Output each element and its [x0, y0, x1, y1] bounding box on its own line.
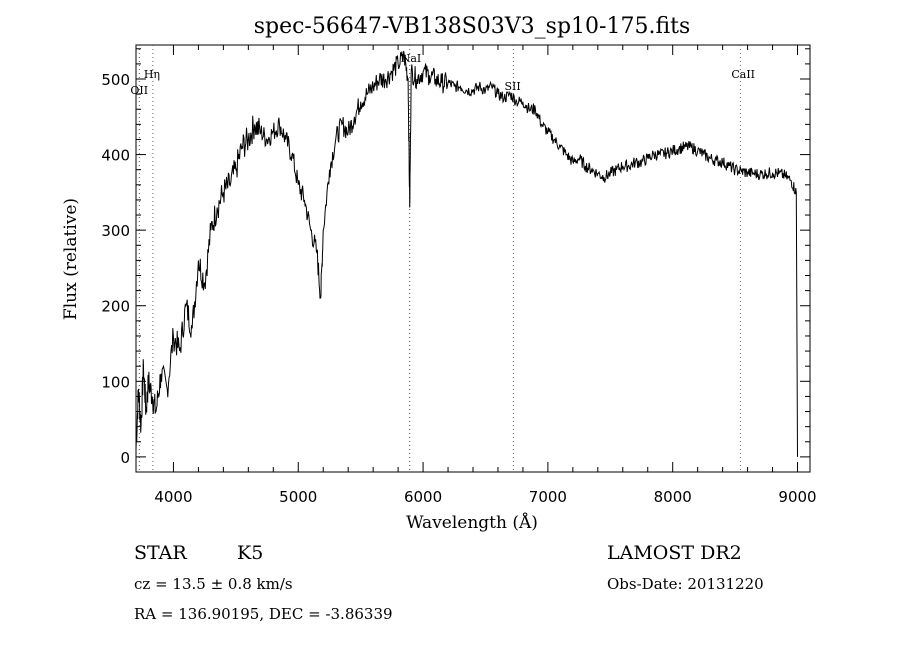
x-tick-label: 5000 [279, 488, 317, 506]
x-tick-label: 4000 [154, 488, 192, 506]
x-tick-label: 8000 [654, 488, 692, 506]
plot-frame [135, 44, 811, 473]
line-label-oii: OII [130, 84, 148, 97]
y-tick-label: 200 [101, 298, 130, 316]
spectrum-series-line [135, 50, 798, 457]
x-tick-label: 7000 [529, 488, 567, 506]
info-panel: STAR K5 LAMOST DR2 cz = 13.5 ± 0.8 km/s … [134, 542, 764, 623]
x-axis: 4000 5000 6000 7000 8000 9000 [154, 45, 817, 506]
observation-date: Obs-Date: 20131220 [607, 575, 764, 593]
y-tick-label: 400 [101, 147, 130, 165]
line-label-hη: Hη [144, 68, 160, 81]
y-axis-label: Flux (relative) [61, 198, 81, 320]
x-tick-label: 9000 [778, 488, 816, 506]
x-axis-label: Wavelength (Å) [406, 512, 538, 533]
object-type: STAR [134, 542, 187, 564]
y-axis: 0 100 200 300 400 500 [101, 48, 810, 467]
y-tick-label: 300 [101, 222, 130, 240]
line-label-sii: SII [504, 80, 520, 93]
chart-title: spec-56647-VB138S03V3_sp10-175.fits [254, 14, 691, 39]
y-tick-label: 0 [120, 449, 130, 467]
line-label-caii: CaII [731, 68, 755, 81]
redshift-velocity: cz = 13.5 ± 0.8 km/s [134, 575, 293, 593]
coordinates: RA = 136.90195, DEC = -3.86339 [134, 605, 393, 623]
object-subclass: K5 [237, 542, 263, 564]
x-tick-label: 6000 [404, 488, 442, 506]
y-tick-label: 100 [101, 373, 130, 391]
survey-name: LAMOST DR2 [607, 542, 742, 564]
y-tick-label: 500 [101, 71, 130, 89]
